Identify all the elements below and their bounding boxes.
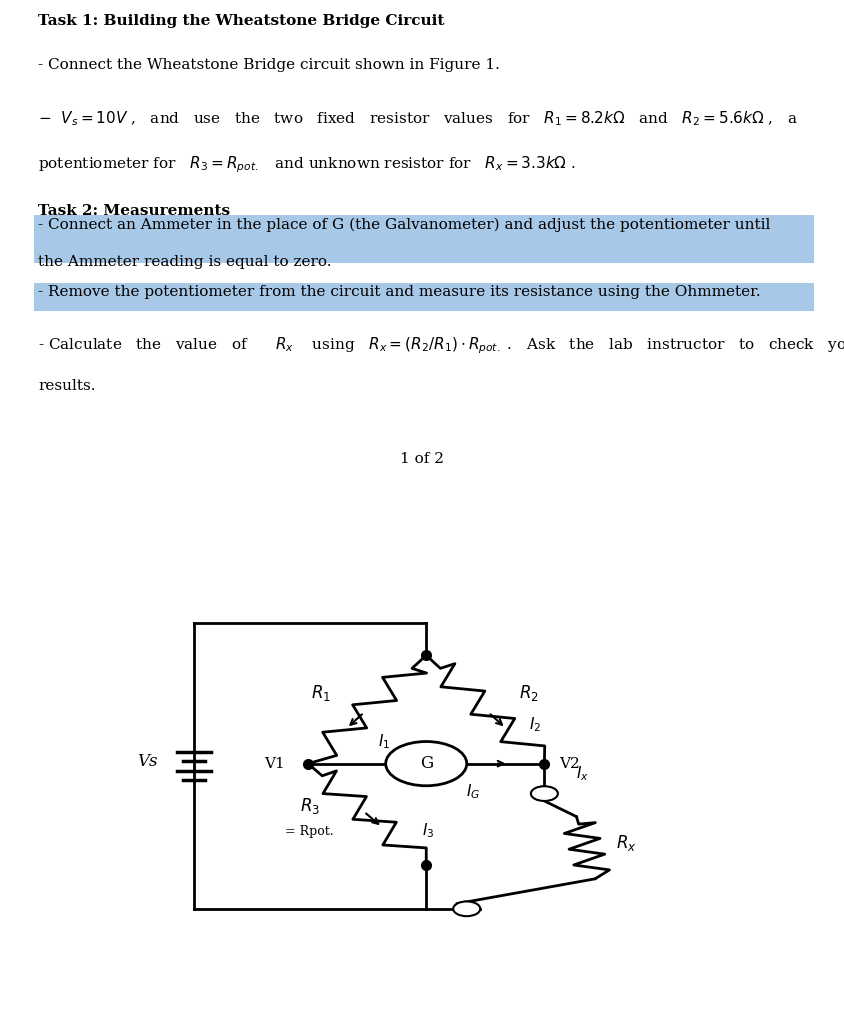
Text: 1 of 2: 1 of 2 [400, 452, 444, 466]
Circle shape [453, 901, 480, 916]
Text: $-\ \ V_s=10V$ ,   and   use   the   two   fixed   resistor   values   for   $R_: $-\ \ V_s=10V$ , and use the two fixed r… [38, 110, 798, 128]
Text: $R_1$: $R_1$ [311, 683, 331, 703]
FancyBboxPatch shape [34, 283, 814, 311]
Text: $I_3$: $I_3$ [422, 821, 434, 841]
Text: G: G [419, 755, 433, 772]
Text: - Calculate   the   value   of      $R_x$    using   $R_x=(R_2/R_1)\cdot R_{pot.: - Calculate the value of $R_x$ using $R_… [38, 335, 844, 356]
Text: the Ammeter reading is equal to zero.: the Ammeter reading is equal to zero. [38, 255, 332, 268]
Text: Vs: Vs [138, 753, 158, 770]
Text: Task 2: Measurements: Task 2: Measurements [38, 204, 230, 218]
Text: V1: V1 [263, 757, 284, 771]
Text: - Connect the Wheatstone Bridge circuit shown in Figure 1.: - Connect the Wheatstone Bridge circuit … [38, 57, 500, 72]
Text: $I_2$: $I_2$ [529, 716, 541, 734]
Circle shape [386, 741, 467, 785]
Text: Task 1: Building the Wheatstone Bridge Circuit: Task 1: Building the Wheatstone Bridge C… [38, 13, 444, 28]
Text: $R_x$: $R_x$ [616, 834, 636, 853]
Text: potentiometer for   $R_3=R_{pot.}$   and unknown resistor for   $R_x=3.3k\Omega$: potentiometer for $R_3=R_{pot.}$ and unk… [38, 155, 576, 175]
Text: $R_2$: $R_2$ [519, 683, 539, 703]
Text: $I_x$: $I_x$ [576, 765, 589, 783]
Circle shape [531, 786, 558, 801]
Text: - Remove the potentiometer from the circuit and measure its resistance using the: - Remove the potentiometer from the circ… [38, 285, 760, 299]
Text: = Rpot.: = Rpot. [285, 825, 334, 838]
Text: results.: results. [38, 379, 95, 393]
Text: - Connect an Ammeter in the place of G (the Galvanometer) and adjust the potenti: - Connect an Ammeter in the place of G (… [38, 218, 771, 232]
Text: $R_3$: $R_3$ [300, 796, 320, 816]
Text: $I_1$: $I_1$ [378, 732, 391, 751]
Text: $I_G$: $I_G$ [466, 782, 479, 801]
Text: V2: V2 [560, 757, 581, 771]
FancyBboxPatch shape [34, 215, 814, 263]
